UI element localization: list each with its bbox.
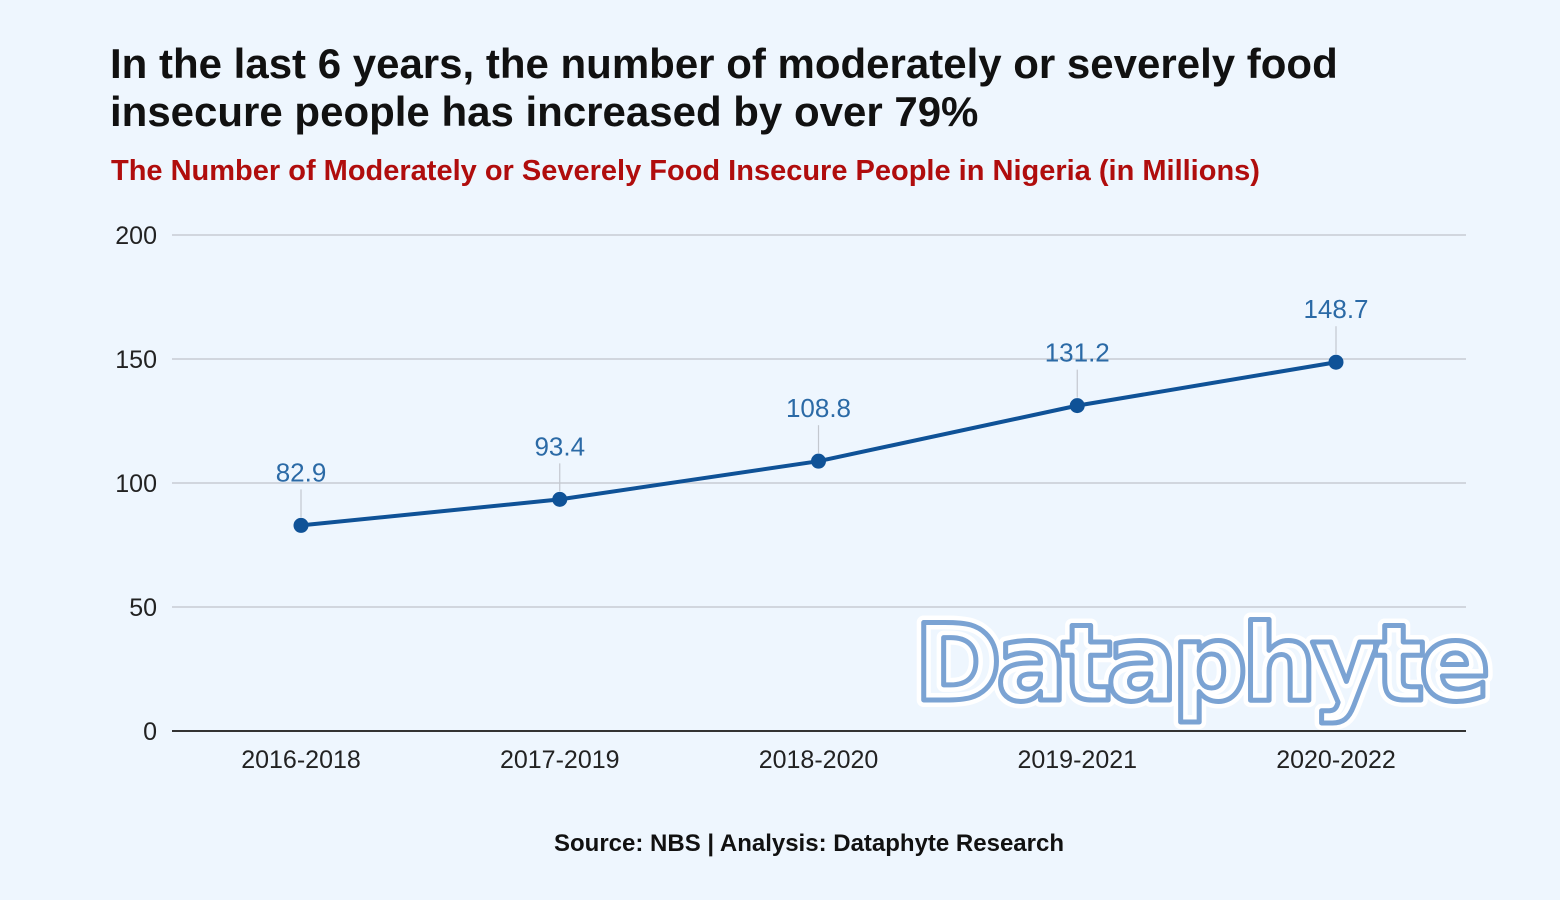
y-tick-label: 100 <box>115 470 157 498</box>
data-point[interactable] <box>811 453 826 469</box>
data-label: 131.2 <box>1045 338 1110 368</box>
data-point[interactable] <box>293 517 309 533</box>
chart-subtitle: The Number of Moderately or Severely Foo… <box>111 155 1260 187</box>
data-labels: 82.9 93.4 108.8 131.2 148.7 <box>276 294 1369 487</box>
source-credit: Source: NBS | Analysis: Dataphyte Resear… <box>554 830 1064 857</box>
data-label: 82.9 <box>276 457 327 487</box>
data-point[interactable] <box>1069 398 1085 414</box>
y-tick-label: 0 <box>143 718 157 746</box>
x-tick-label: 2018-2020 <box>759 746 879 774</box>
data-point[interactable] <box>552 491 568 507</box>
data-points <box>293 354 1344 533</box>
chart-title: In the last 6 years, the number of moder… <box>110 40 1338 135</box>
gridlines <box>172 234 1466 732</box>
data-label: 93.4 <box>534 431 585 461</box>
data-label: 108.8 <box>786 393 851 423</box>
y-axis-ticks: 0 50 100 150 200 <box>115 222 157 746</box>
data-point[interactable] <box>1328 354 1344 370</box>
x-tick-label: 2019-2021 <box>1017 746 1137 774</box>
x-tick-label: 2017-2019 <box>500 746 620 774</box>
x-axis-ticks: 2016-2018 2017-2019 2018-2020 2019-2021 2020… <box>241 746 1396 774</box>
watermark-text: Dataphyte <box>914 602 1486 725</box>
watermark-shadow-text: Dataphyte <box>914 602 1486 725</box>
y-tick-label: 50 <box>129 594 157 622</box>
y-tick-label: 150 <box>115 346 157 374</box>
y-tick-label: 200 <box>115 222 157 250</box>
x-tick-label: 2016-2018 <box>241 746 361 774</box>
x-tick-label: 2020-2022 <box>1276 746 1396 774</box>
data-label: 148.7 <box>1303 294 1368 324</box>
label-leaders <box>300 326 1337 518</box>
dataphyte-watermark: Dataphyte Dataphyte <box>907 595 1499 732</box>
